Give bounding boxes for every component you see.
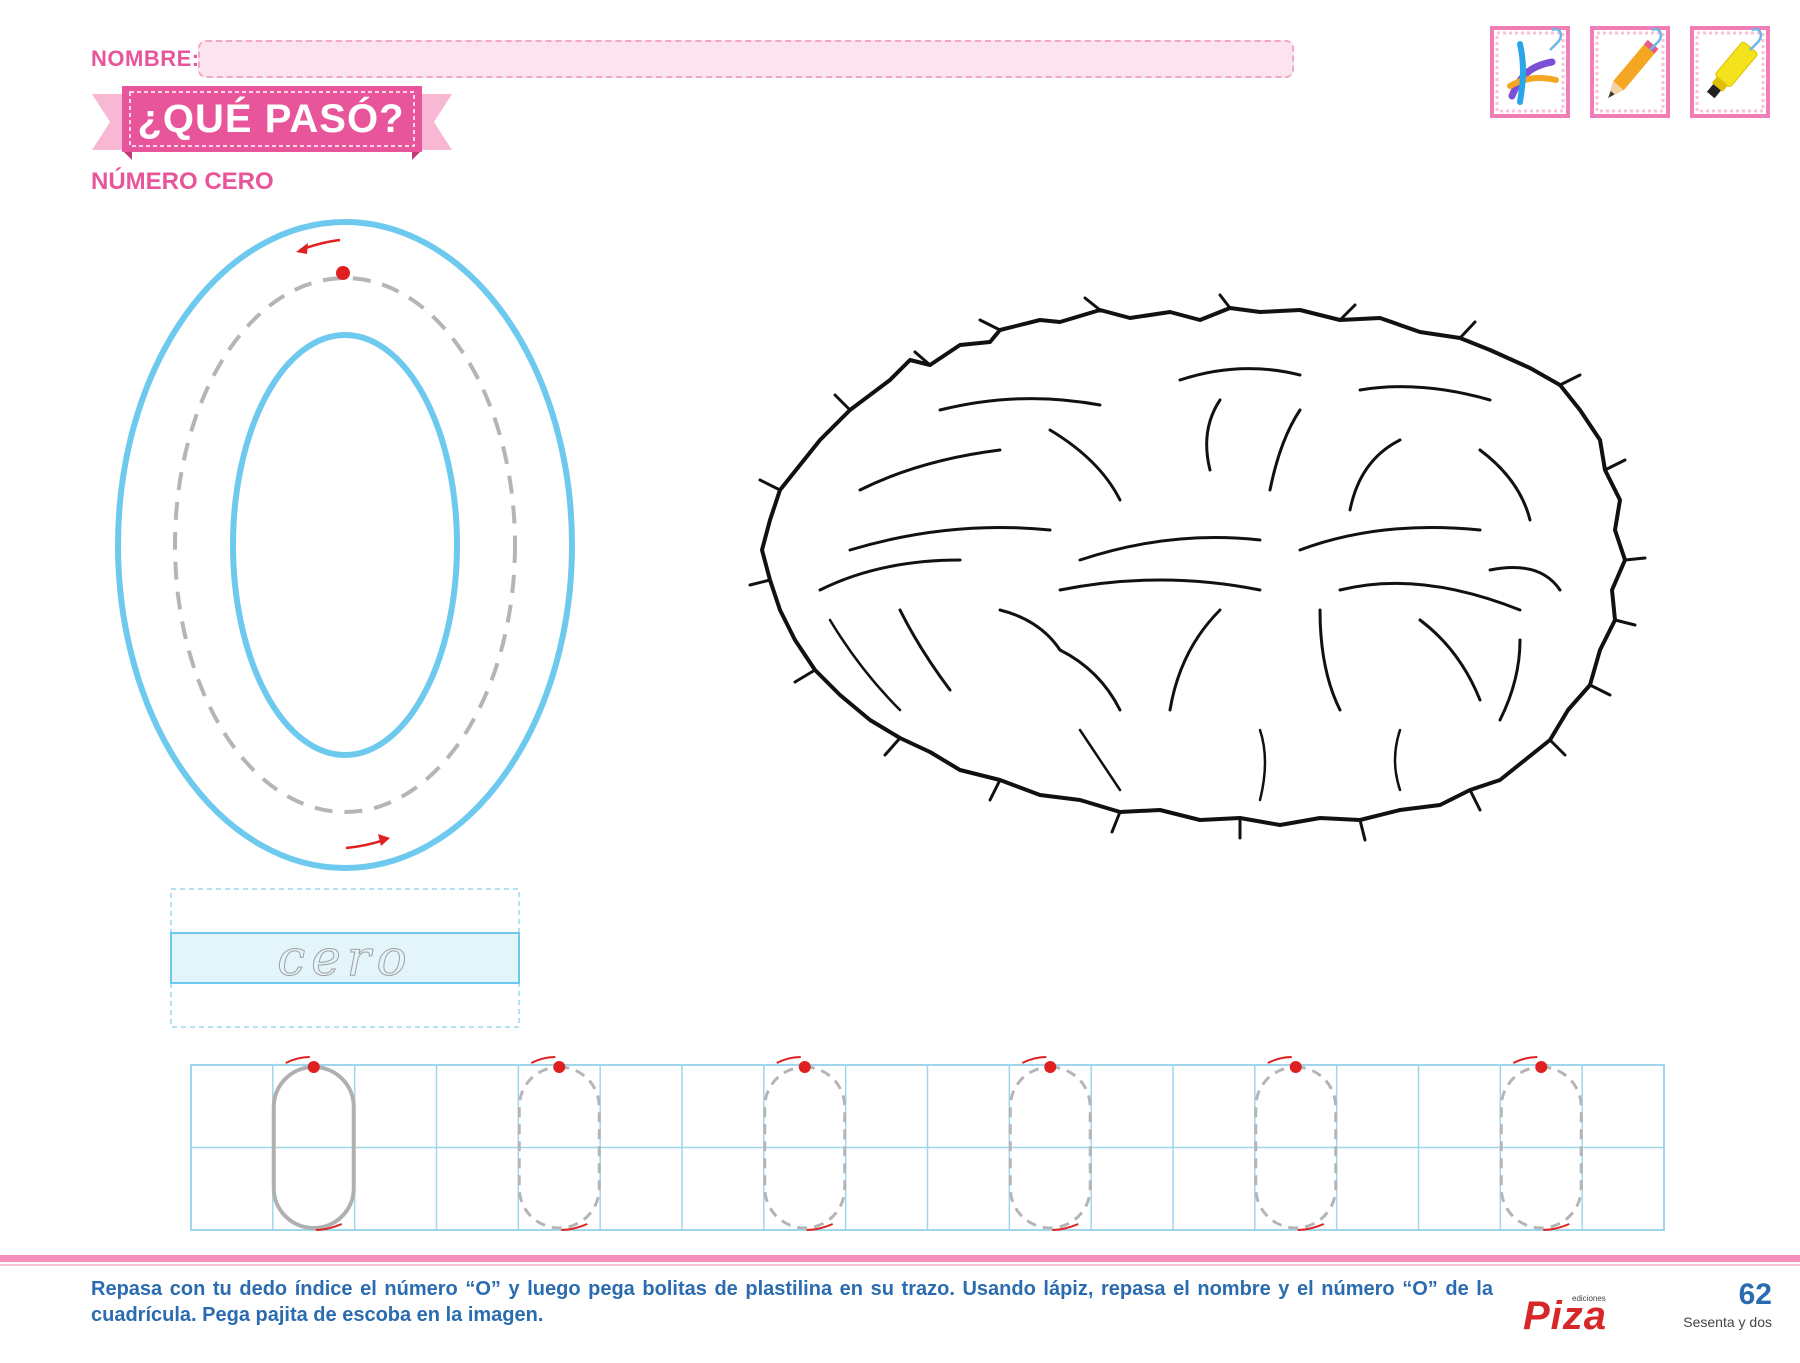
direction-arrow	[530, 1056, 556, 1064]
pencil-icon	[1590, 26, 1670, 118]
plasticine-icon	[1490, 26, 1570, 118]
glue-icon	[1690, 26, 1770, 118]
instructions-text: Repasa con tu dedo índice el número “O” …	[91, 1278, 1493, 1326]
footer-divider	[0, 1255, 1800, 1262]
page-subtitle: NÚMERO CERO	[91, 168, 274, 195]
page-number-words: Sesenta y dos	[1683, 1314, 1772, 1330]
footer-divider-thin	[0, 1264, 1800, 1266]
direction-arrow	[1052, 1223, 1079, 1231]
start-dot	[553, 1061, 566, 1073]
title-ribbon	[92, 86, 452, 160]
name-label: NOMBRE:	[91, 46, 200, 71]
nest-illustration	[748, 293, 1647, 842]
page-number: 62	[1738, 1278, 1772, 1311]
direction-arrow	[315, 1223, 343, 1231]
name-input-line[interactable]	[198, 40, 1294, 78]
start-dot	[307, 1061, 320, 1073]
page-title: ¿QUÉ PASÓ?	[137, 96, 405, 141]
direction-arrow	[776, 1056, 801, 1064]
brand-logo: Piza	[1523, 1294, 1608, 1338]
tracing-grid[interactable]	[190, 1056, 1665, 1231]
start-dot	[1535, 1061, 1548, 1073]
start-dot	[1289, 1061, 1302, 1073]
direction-arrow	[561, 1223, 588, 1231]
word-trace-text: cero	[277, 929, 413, 988]
start-dot	[798, 1061, 811, 1073]
direction-arrow	[806, 1223, 834, 1231]
brand-prefix: ediciones	[1572, 1294, 1606, 1303]
direction-arrow	[1512, 1056, 1538, 1064]
direction-arrow	[1267, 1056, 1292, 1064]
big-zero-trace[interactable]	[100, 210, 590, 890]
start-dot	[1044, 1061, 1057, 1073]
direction-arrow	[1543, 1223, 1570, 1231]
start-dot	[336, 266, 350, 280]
direction-arrow	[1297, 1223, 1325, 1231]
direction-arrow	[285, 1056, 310, 1064]
direction-arrow	[1021, 1056, 1047, 1064]
word-trace-box[interactable]	[170, 888, 520, 1028]
